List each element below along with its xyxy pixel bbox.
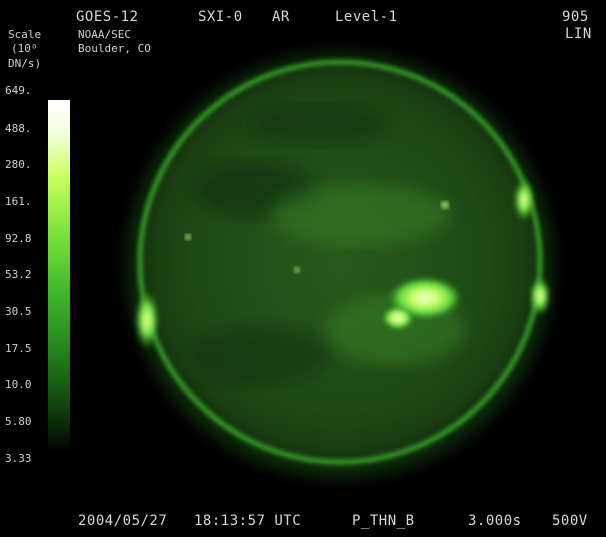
scale-tick: 161. [5, 195, 32, 208]
frame-number: 905 [562, 9, 589, 25]
scale-tick: 3.33 [5, 452, 32, 465]
region-label: AR [272, 9, 290, 25]
instrument-label: SXI-0 [198, 9, 243, 25]
scale-exponent: (10⁰ [11, 42, 38, 55]
limb-bright-west-upper [513, 178, 535, 222]
stretch-label: LIN [565, 26, 592, 42]
bright-point [441, 201, 449, 209]
observation-time: 18:13:57 UTC [194, 513, 302, 529]
limb-bright-west-lower [529, 276, 551, 316]
exposure-label: 3.000s [468, 513, 522, 529]
scale-tick: 30.5 [5, 305, 32, 318]
bright-point [294, 267, 300, 273]
scale-tick: 280. [5, 158, 32, 171]
limb-bright-east [134, 290, 160, 350]
limb-ring [137, 59, 543, 465]
satellite-label: GOES-12 [76, 9, 139, 25]
voltage-label: 500V [552, 513, 588, 529]
scale-tick: 10.0 [5, 378, 32, 391]
bright-region [270, 185, 450, 245]
bright-point [185, 234, 191, 240]
agency-label: NOAA/SEC [78, 28, 131, 41]
scale-tick: 17.5 [5, 342, 32, 355]
coronal-hole [190, 325, 330, 385]
scale-tick: 488. [5, 122, 32, 135]
level-label: Level-1 [335, 9, 398, 25]
scale-tick: 92.8 [5, 232, 32, 245]
color-scale-bar [48, 100, 70, 452]
scale-tick: 5.80 [5, 415, 32, 428]
filter-label: P_THN_B [352, 513, 415, 529]
scale-units: DN/s) [8, 57, 42, 70]
scale-tick: 53.2 [5, 268, 32, 281]
observation-date: 2004/05/27 [78, 513, 168, 529]
location-label: Boulder, CO [78, 42, 151, 55]
scale-tick: 649. [5, 84, 32, 97]
coronal-hole [250, 105, 390, 145]
scale-title: Scale [8, 28, 42, 41]
active-region [382, 306, 414, 330]
